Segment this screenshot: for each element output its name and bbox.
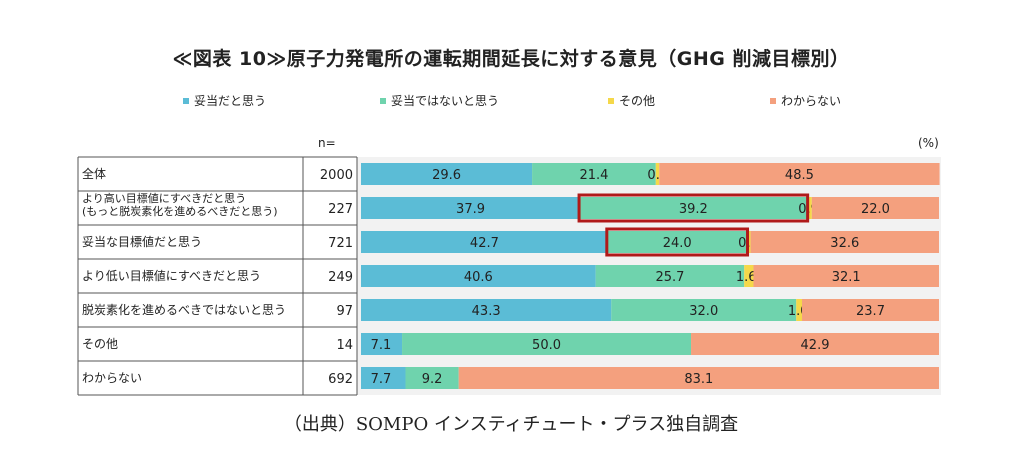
highlight-box: [605, 227, 750, 257]
category-label-line: その他: [82, 337, 118, 351]
category-label: わからない: [82, 371, 142, 385]
data-label: 23.7: [856, 304, 885, 319]
source-note: （出典）SOMPO インスティチュート・プラス独自調査: [283, 414, 739, 435]
n-column-header: n=: [318, 136, 336, 150]
legend-item: 妥当ではないと思う: [380, 92, 499, 109]
bar-segment: [361, 231, 608, 253]
category-label: 妥当な目標値だと思う: [82, 234, 202, 249]
bar-segment: [361, 265, 596, 287]
stacked-bar-chart: 全体 2000 29.6 21.4 0.6 48.5より高い目標値にすべきだと思う(もっと…: [77, 156, 941, 396]
n-value: 721: [328, 236, 353, 251]
legend-label: 妥当ではないと思う: [391, 94, 500, 108]
category-label-line: (もっと脱炭素化を進めるべきだと思う): [82, 204, 278, 218]
data-label: 25.7: [655, 270, 684, 285]
chart-title: ≪図表 10≫原子力発電所の運転期間延長に対する意見（GHG 削減目標別）: [172, 48, 850, 70]
bar-segment: [607, 231, 747, 253]
bar-segment: [744, 265, 754, 287]
data-label: 1.6: [736, 270, 757, 285]
bar-segment: [458, 367, 939, 389]
category-label-line: 妥当な目標値だと思う: [82, 234, 202, 249]
data-label: 48.5: [785, 168, 814, 183]
category-label: より低い目標値にすべきだと思う: [82, 268, 261, 283]
category-label-line: より低い目標値にすべきだと思う: [82, 268, 261, 283]
unit-label: (%): [918, 136, 939, 150]
legend-label: 妥当だと思う: [194, 94, 267, 108]
bar-segment: [796, 299, 803, 321]
data-label: 21.4: [579, 168, 608, 183]
category-label-line: わからない: [82, 371, 142, 385]
data-label: 22.0: [861, 202, 890, 217]
n-value: 97: [336, 304, 353, 319]
category-label: その他: [82, 337, 118, 351]
n-value: 2000: [320, 168, 353, 183]
category-label-line: 脱炭素化を進めるべきではないと思う: [82, 302, 286, 317]
legend-label: わからない: [781, 94, 842, 108]
bar-segment: [802, 299, 939, 321]
legend-swatch: [380, 97, 386, 104]
category-label-line: より高い目標値にすべきだと思う: [82, 191, 246, 205]
bar-segment: [532, 163, 656, 185]
data-label: 32.1: [832, 270, 861, 285]
bar-segment: [659, 163, 940, 185]
bar-segment: [806, 197, 812, 219]
data-label: 32.0: [689, 304, 718, 319]
bar-segment: [361, 299, 612, 321]
legend-item: その他: [608, 92, 655, 109]
bar-segment: [595, 265, 745, 287]
bar-segment: [753, 265, 939, 287]
legend-label: その他: [619, 94, 656, 108]
legend-item: わからない: [770, 92, 841, 109]
data-label: 42.7: [470, 236, 499, 251]
data-label: 42.9: [801, 338, 830, 353]
n-value: 227: [328, 202, 353, 217]
category-label: より高い目標値にすべきだと思う(もっと脱炭素化を進めるべきだと思う): [82, 191, 278, 218]
category-label: 全体: [82, 166, 106, 181]
data-label: 24.0: [663, 236, 692, 251]
n-value: 14: [336, 338, 353, 353]
bar-segment: [405, 367, 459, 389]
bar-segment: [691, 333, 939, 355]
data-label: 83.1: [684, 372, 713, 387]
data-label: 7.1: [371, 338, 392, 353]
legend-swatch: [608, 97, 614, 104]
data-label: 7.7: [371, 372, 392, 387]
data-label: 32.6: [830, 236, 859, 251]
bar-segment: [611, 299, 797, 321]
category-label: 脱炭素化を進めるべきではないと思う: [82, 302, 286, 317]
bar-segment: [750, 231, 939, 253]
bar-segment: [361, 367, 406, 389]
data-label: 9.2: [422, 372, 443, 387]
category-label-line: 全体: [82, 166, 106, 181]
data-label: 39.2: [679, 202, 708, 217]
data-label: 29.6: [432, 168, 461, 183]
data-label: 50.0: [532, 338, 561, 353]
data-label: 40.6: [464, 270, 493, 285]
bar-segment: [402, 333, 692, 355]
data-label: 43.3: [472, 304, 501, 319]
bar-segment: [361, 163, 533, 185]
data-label: 37.9: [456, 202, 485, 217]
legend: 妥当だと思う 妥当ではないと思う その他 わからない: [0, 92, 1022, 112]
n-value: 249: [328, 270, 353, 285]
bar-segment: [655, 163, 660, 185]
highlight-box: [577, 193, 810, 223]
bar-segment: [361, 197, 581, 219]
n-value: 692: [328, 372, 353, 387]
legend-item: 妥当だと思う: [183, 92, 266, 109]
bar-segment: [811, 197, 939, 219]
legend-swatch: [183, 97, 189, 104]
legend-swatch: [770, 97, 776, 104]
bar-segment: [580, 197, 807, 219]
bar-segment: [361, 333, 403, 355]
